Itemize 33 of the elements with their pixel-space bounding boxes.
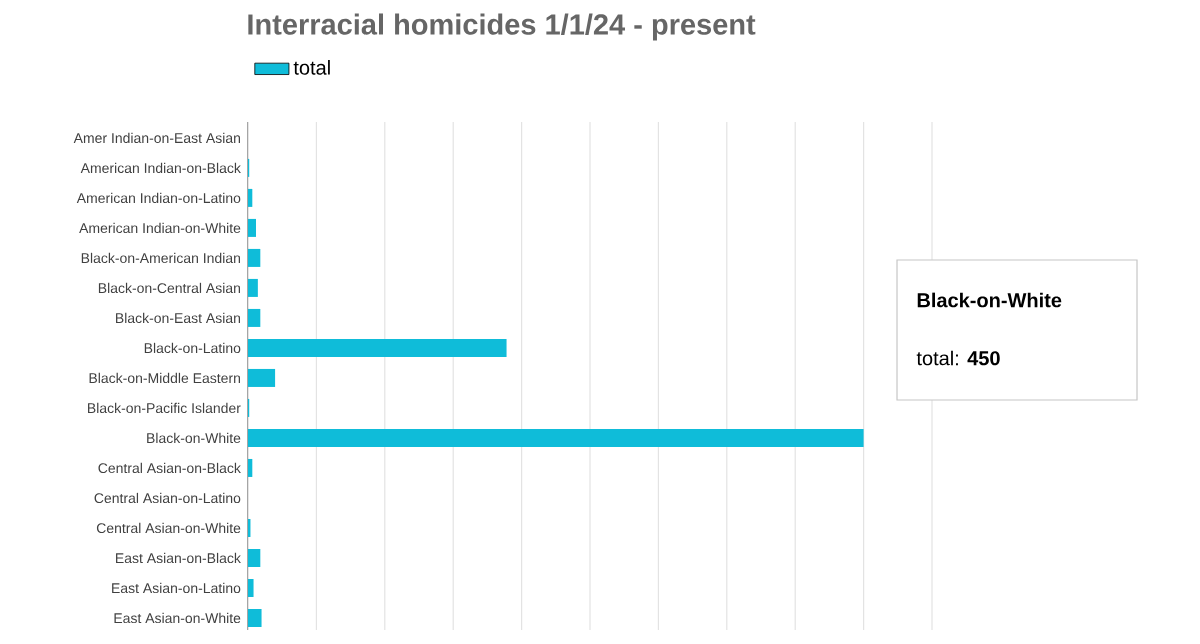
y-tick-label: American Indian-on-White: [79, 222, 241, 234]
y-tick-label: East Asian-on-Latino: [112, 583, 241, 594]
y-tick-label: American Indian-on-Latino: [76, 192, 241, 204]
y-tick-label: Central Asian-on-White: [96, 522, 241, 534]
y-tick-label: American Indian-on-Black: [80, 162, 241, 174]
text: Black-on-White: [917, 292, 1062, 308]
bar: [248, 429, 864, 448]
bar: [248, 549, 261, 568]
y-tick-label: Black-on-American Indian: [81, 252, 240, 264]
y-tick-label: East Asian-on-Black: [116, 552, 241, 564]
bar: [248, 249, 261, 268]
y-tick-label: Amer Indian-on-East Asian: [73, 132, 240, 144]
y-tick-label: Central Asian-on-Black: [98, 462, 241, 474]
y-tick-label: Black-on-Latino: [144, 342, 241, 354]
bar: [248, 339, 507, 358]
bar: [248, 579, 254, 598]
y-tick-label: Black-on-East Asian: [116, 312, 240, 324]
y-tick-label: Black-on-White: [147, 432, 241, 444]
y-tick-label: Black-on-Middle Eastern: [89, 372, 240, 384]
bar: [248, 279, 258, 298]
bar: [248, 309, 261, 328]
bar: [248, 189, 253, 208]
y-tick-label: Central Asian-on-Latino: [94, 492, 241, 504]
bar: [248, 369, 276, 388]
text: total: 450: [916, 350, 1000, 366]
y-tick-label: East Asian-on-White: [114, 613, 241, 624]
legend-label: total: [293, 60, 330, 75]
bar: [248, 459, 253, 478]
bar: [248, 609, 262, 628]
y-tick-label: Black-on-Central Asian: [98, 282, 240, 294]
bar: [248, 219, 257, 238]
y-tick-label: Black-on-Pacific Islander: [88, 402, 241, 414]
chart-title: Interracial homicides 1/1/24 - present: [248, 13, 756, 41]
